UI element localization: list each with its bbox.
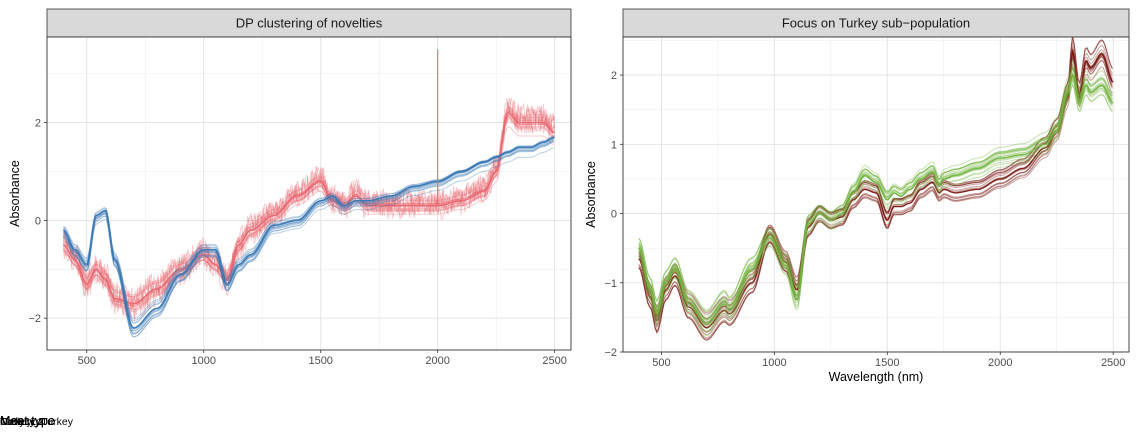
spectrum-line: [638, 73, 1113, 321]
spectrum-line: [638, 63, 1113, 333]
spectrum-line: [638, 49, 1113, 320]
plot-background: [47, 37, 571, 350]
y-tick-label: −2: [604, 347, 617, 359]
spectrum-line: [638, 48, 1113, 341]
panel-border: [46, 36, 572, 351]
legend-title: Meat type: [0, 414, 55, 428]
spectrum-line: [638, 78, 1113, 321]
spectrum-line: [638, 83, 1113, 333]
spectrum-line: [638, 66, 1113, 319]
panel-1: DP clustering of novelties 500 1000 1500 200…: [0, 8, 572, 428]
legend-label: Outlying Turkey: [0, 416, 74, 428]
spectrum-line: [63, 117, 554, 311]
spectrum-line: [63, 114, 554, 298]
spectrum-line: [63, 126, 554, 307]
spectrum-line: [63, 118, 554, 306]
spectrum-line: [638, 49, 1113, 341]
spectrum-line: [63, 136, 554, 338]
spectrum-line: [638, 73, 1113, 337]
series-main-line: [63, 111, 555, 305]
spectrum-line: [638, 58, 1113, 323]
x-tick-label: 2500: [1101, 357, 1125, 369]
x-tick-label: 1500: [308, 355, 332, 367]
spectrum-line: [638, 73, 1113, 311]
facet-title: Focus on Turkey sub−population: [782, 16, 970, 31]
y-tick-label: 0: [611, 209, 617, 221]
y-tick-label: 2: [611, 70, 617, 82]
facet-strip: [622, 8, 1130, 38]
legend-label: Novelty 1: [0, 416, 44, 428]
y-tick-label: 0: [35, 215, 41, 227]
series-main-line: [63, 136, 555, 329]
series-main-line: [638, 50, 1114, 329]
series-group: [62, 49, 556, 338]
spectrum-line: [63, 141, 554, 335]
spectrum-line: [63, 137, 554, 332]
x-tick-label: 500: [78, 355, 96, 367]
spectrum-line: [638, 37, 1113, 326]
x-tick-label: 500: [652, 357, 670, 369]
spectrum-line: [638, 46, 1113, 319]
y-tick-label: −1: [604, 278, 617, 290]
spectrum-line: [638, 56, 1113, 339]
spectrum-line: [638, 72, 1113, 312]
x-tick-label: 1500: [875, 357, 899, 369]
series-outlying-turkey: [638, 37, 1114, 341]
spectrum-line: [638, 41, 1113, 332]
plot-background: [623, 37, 1129, 352]
panel-border: [622, 36, 1130, 353]
spectrum-line: [638, 53, 1113, 340]
series-group: [638, 37, 1114, 341]
facet-title: DP clustering of novelties: [236, 16, 383, 31]
y-axis-title: Absorbance: [8, 160, 22, 227]
x-tick-label: 2500: [542, 355, 566, 367]
spectrum-line: [638, 64, 1113, 324]
x-tick-label: 1000: [191, 355, 215, 367]
y-tick-label: −2: [28, 313, 41, 325]
x-tick-label: 1000: [762, 357, 786, 369]
spectrum-line: [63, 110, 554, 296]
legend-title: Meat type: [0, 414, 55, 428]
spectrum-line: [62, 105, 556, 321]
x-axis-title: Wavelength (nm): [829, 370, 924, 384]
spectrum-line: [62, 102, 555, 310]
spectrum-line: [63, 147, 554, 334]
series-turkey: [638, 58, 1114, 337]
x-tick-label: 2000: [425, 355, 449, 367]
facet-strip: [46, 8, 572, 38]
spectrum-line: [63, 114, 554, 298]
spectrum-line: [638, 65, 1113, 329]
spectrum-line: [638, 52, 1113, 314]
legend-label: Novelty 2: [0, 416, 44, 428]
spectrum-line: [63, 139, 554, 338]
x-tick-label: 2000: [988, 357, 1012, 369]
spectrum-line: [63, 116, 554, 310]
spectrum-line: [638, 71, 1113, 312]
y-axis-title: Absorbance: [584, 161, 598, 228]
y-tick-label: 1: [611, 139, 617, 151]
series-novelty-1: [62, 97, 556, 321]
spectrum-line: [63, 107, 554, 307]
y-tick-label: 2: [35, 118, 41, 130]
legend-label: Turkey: [0, 416, 32, 428]
spectrum-line: [63, 109, 554, 312]
spectrum-line: [638, 50, 1113, 315]
spectrum-line: [63, 141, 554, 330]
spectrum-line: [638, 52, 1113, 336]
series-main-line: [638, 73, 1114, 326]
series-novelty-2: [63, 135, 555, 338]
